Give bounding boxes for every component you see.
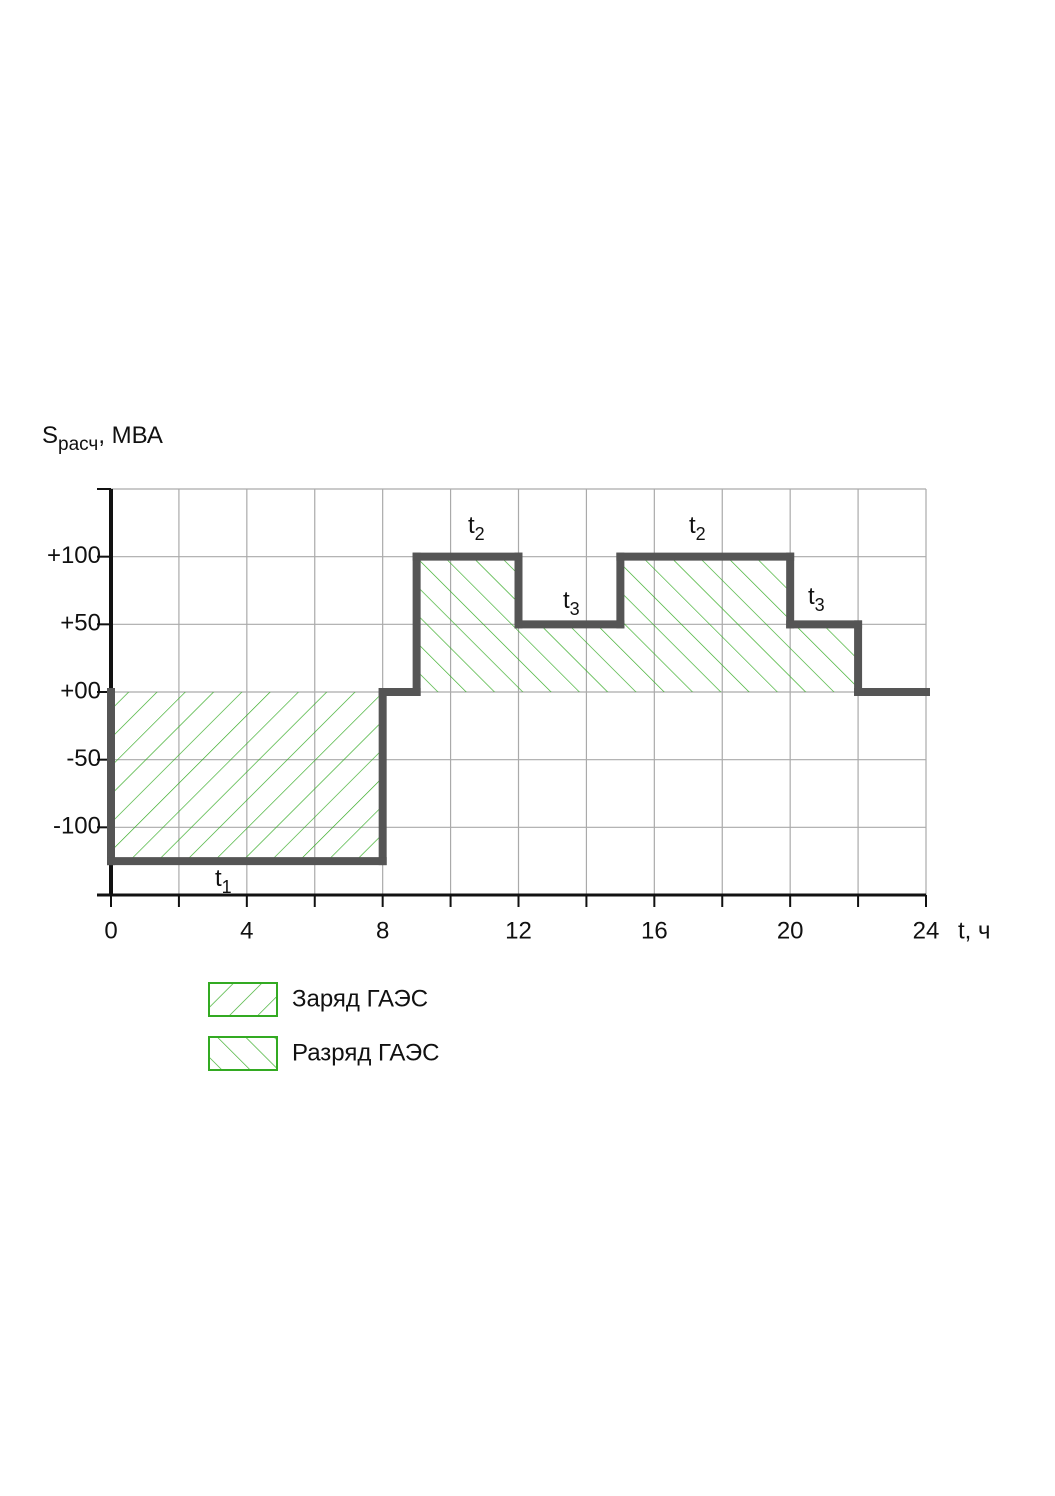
x-tick-label: 16	[641, 917, 668, 944]
y-tick-label: -100	[53, 813, 101, 840]
region-area	[620, 556, 791, 692]
annotation-text: t	[468, 512, 475, 539]
x-tick-label: 8	[376, 917, 389, 944]
annotation-text: t	[215, 865, 222, 892]
y-tick-label: -50	[66, 745, 101, 772]
x-tick-label: 4	[240, 917, 253, 944]
annotation-text: t	[689, 512, 696, 539]
x-tick-label: 20	[777, 917, 804, 944]
legend-swatch	[208, 1036, 278, 1071]
annotation-sub: 1	[222, 877, 232, 897]
x-tick-label: 0	[104, 917, 117, 944]
legend-label: Разряд ГАЭС	[292, 1039, 440, 1066]
annotation: t2	[468, 512, 485, 543]
region-area	[518, 624, 621, 692]
legend-label: Заряд ГАЭС	[292, 985, 428, 1012]
annotation: t3	[563, 587, 580, 618]
y-axis-label: Sрасч, МВА	[42, 422, 163, 455]
annotation-text: t	[563, 587, 570, 614]
legend-swatch	[208, 982, 278, 1017]
annotation-sub: 3	[815, 595, 825, 615]
y-tick-label: +100	[47, 542, 101, 569]
annotation: t1	[215, 865, 232, 896]
x-tick-label: 24	[913, 917, 940, 944]
y-tick-label: +00	[60, 677, 101, 704]
x-tick-label: 12	[505, 917, 532, 944]
region-area	[790, 624, 859, 692]
annotation-text: t	[808, 583, 815, 610]
region-area	[416, 556, 519, 692]
annotation-sub: 2	[475, 524, 485, 544]
region-area	[111, 692, 383, 862]
annotation-sub: 2	[696, 524, 706, 544]
x-axis-label: t, ч	[958, 917, 991, 944]
annotation: t3	[808, 583, 825, 614]
annotation-sub: 3	[570, 599, 580, 619]
annotation: t2	[689, 512, 706, 543]
y-tick-label: +50	[60, 610, 101, 637]
